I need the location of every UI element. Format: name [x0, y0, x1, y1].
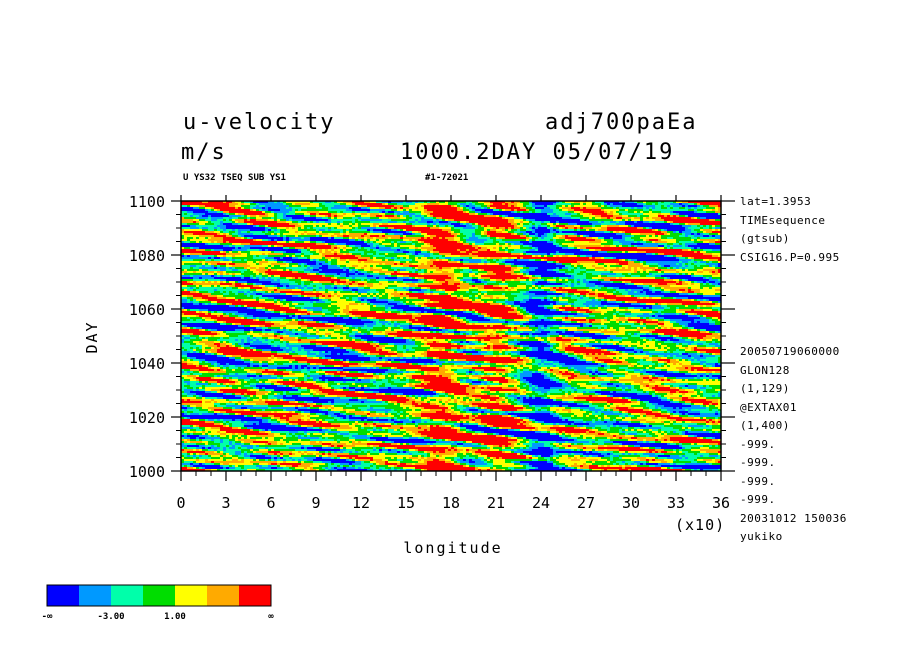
x-tick-label: 36 [712, 494, 730, 512]
y-tick-label: 1080 [129, 247, 165, 265]
x-tick-label: 30 [622, 494, 640, 512]
x-multiplier-label: (x10) [675, 516, 725, 534]
chart-title: u-velocity [183, 112, 335, 134]
y-tick-label: 1020 [129, 409, 165, 427]
x-tick-label: 12 [352, 494, 370, 512]
colorbar-swatch [175, 585, 207, 606]
colorbar-swatch [207, 585, 239, 606]
y-tick-label: 1060 [129, 301, 165, 319]
units-label: m/s [181, 142, 227, 164]
side-info-line: -999. [740, 476, 776, 487]
x-tick-label: 24 [532, 494, 550, 512]
experiment-name: adj700paEa [545, 112, 697, 134]
side-info-line: -999. [740, 457, 776, 468]
colorbar-swatch [239, 585, 271, 606]
side-info-line: 20050719060000 [740, 346, 840, 357]
colorbar: -∞ -3.00 1.00 ∞ [42, 585, 275, 622]
side-info-line: lat=1.3953 [740, 196, 811, 207]
x-tick-label: 6 [266, 494, 275, 512]
side-info-line: TIMEsequence [740, 215, 825, 226]
colorbar-swatch [47, 585, 79, 606]
run-id: #1-72021 [425, 174, 468, 183]
colorbar-label: ∞ [268, 612, 274, 622]
x-tick-label: 0 [176, 494, 185, 512]
x-axis-label: longitude [403, 539, 502, 557]
side-info-line: GLON128 [740, 365, 790, 376]
colorbar-label: -3.00 [97, 612, 124, 622]
colorbar-label: 1.00 [164, 612, 186, 622]
side-info-line: -999. [740, 494, 776, 505]
y-tick-label: 1100 [129, 193, 165, 211]
colorbar-label: -∞ [42, 612, 53, 622]
side-info-line: @EXTAX01 [740, 402, 797, 413]
y-axis-label: DAY [83, 320, 101, 353]
side-info-line: 20031012 150036 [740, 513, 847, 524]
colorbar-swatch [111, 585, 143, 606]
y-tick-label: 1040 [129, 355, 165, 373]
dataset-label: U YS32 TSEQ SUB YS1 [183, 174, 286, 183]
side-info-line: (1,400) [740, 420, 790, 431]
x-tick-label: 9 [311, 494, 320, 512]
heatmap-cells [181, 201, 721, 471]
x-tick-label: 15 [397, 494, 415, 512]
x-tick-label: 33 [667, 494, 685, 512]
y-tick-label: 1000 [129, 463, 165, 481]
side-info-line: CSIG16.P=0.995 [740, 252, 840, 263]
side-info-line: yukiko [740, 531, 783, 542]
side-info-line: (gtsub) [740, 233, 790, 244]
side-info-line: -999. [740, 439, 776, 450]
x-tick-label: 3 [221, 494, 230, 512]
colorbar-swatch [79, 585, 111, 606]
x-tick-label: 21 [487, 494, 505, 512]
time-stamp: 1000.2DAY 05/07/19 [400, 142, 674, 164]
colorbar-swatch [143, 585, 175, 606]
side-info-line: (1,129) [740, 383, 790, 394]
x-tick-label: 27 [577, 494, 595, 512]
x-tick-label: 18 [442, 494, 460, 512]
